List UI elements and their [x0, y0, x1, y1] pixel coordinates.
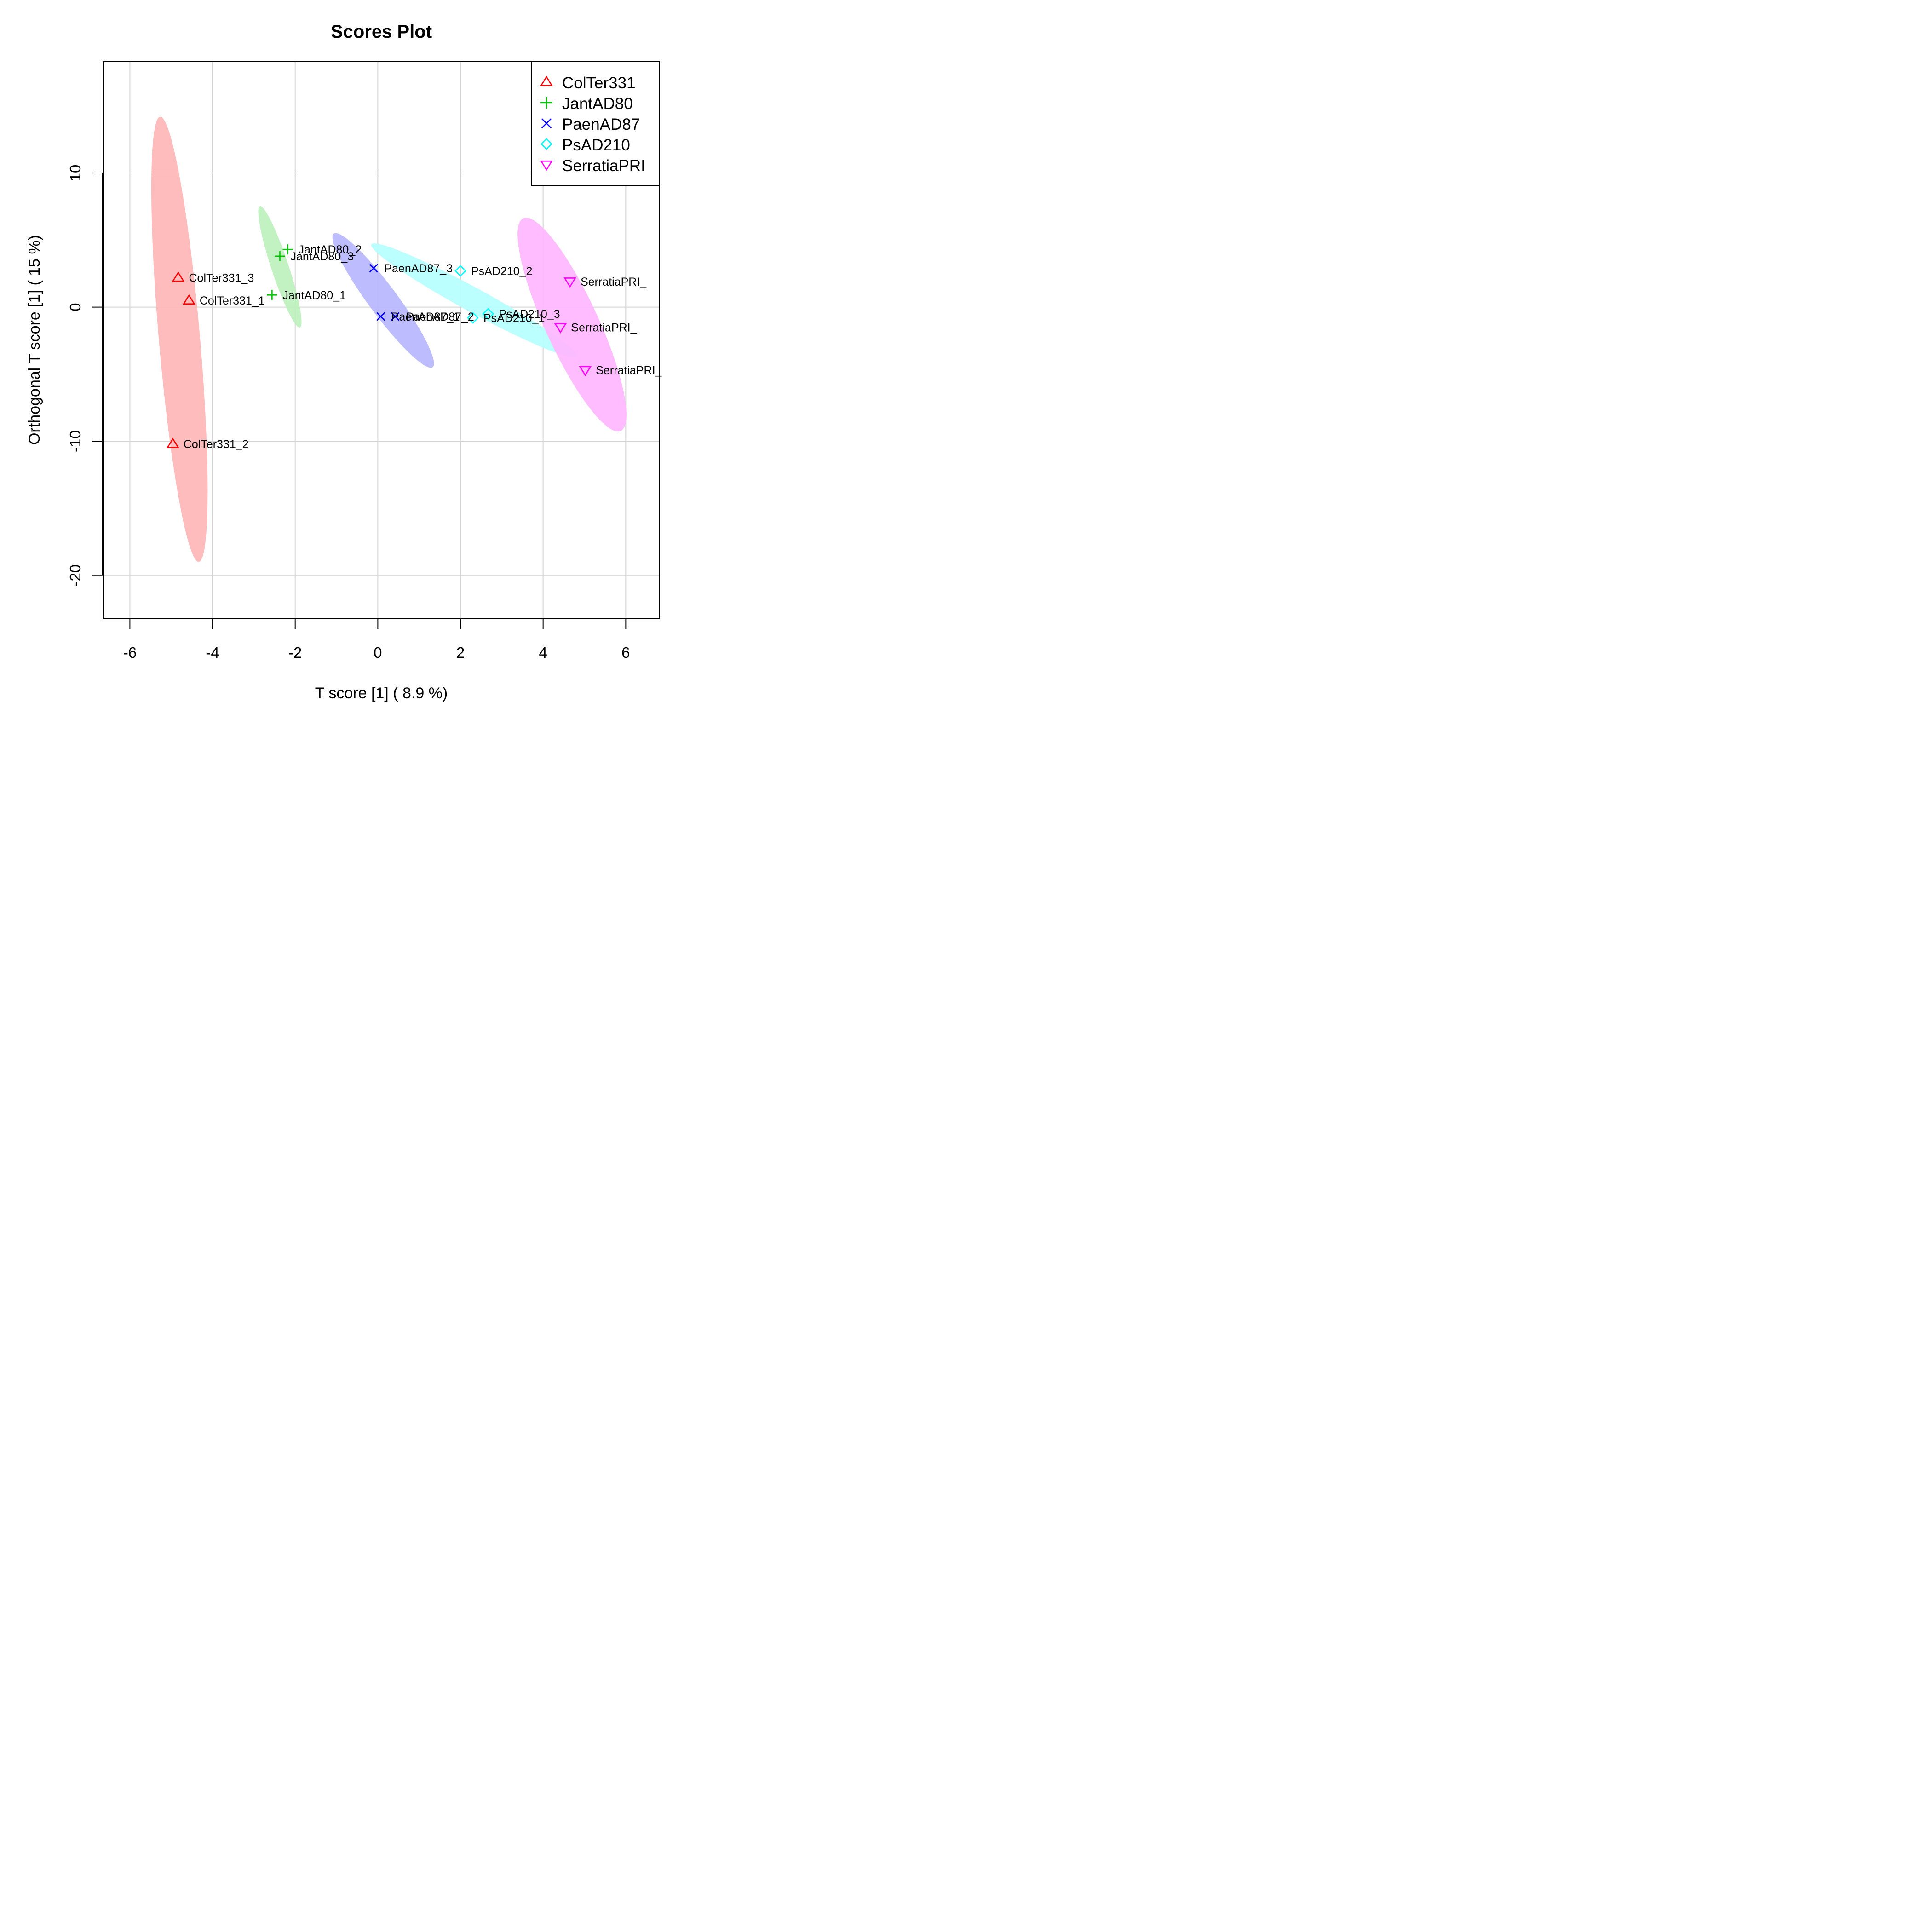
y-tick-label: -20 — [67, 564, 84, 586]
x-tick-label: -4 — [206, 644, 219, 661]
ellipse-psad210 — [371, 243, 577, 357]
legend-box — [531, 61, 660, 186]
point-label: ColTer331_1 — [200, 294, 265, 307]
x-tick-label: 6 — [621, 644, 630, 661]
point-serratiapri — [564, 277, 576, 288]
x-tick-label: 2 — [456, 644, 465, 661]
legend-marker-jantad80 — [540, 97, 552, 109]
x-tick-label: -6 — [123, 644, 137, 661]
point-label: SerratiaPRI_ — [581, 276, 647, 288]
y-axis-label: Orthogonal T score [1] ( 15 %) — [26, 235, 43, 445]
point-colter331 — [166, 437, 179, 448]
point-label: PsAD210_3 — [499, 308, 560, 321]
point-psad210 — [482, 308, 494, 320]
x-axis-label: T score [1] ( 8.9 %) — [315, 684, 448, 702]
point-label: SerratiaPRI_ — [571, 321, 637, 334]
ellipse-jantad80 — [258, 206, 302, 328]
point-psad210 — [454, 265, 466, 277]
point-serratiapri — [579, 366, 592, 377]
y-tick-label: 10 — [67, 165, 84, 182]
legend-label: SerratiaPRI — [562, 157, 645, 175]
chart-title: Scores Plot — [331, 22, 432, 42]
y-tick-label: 0 — [67, 303, 84, 311]
point-label: PaenAD87_2 — [406, 310, 474, 323]
point-label: PsAD210_1 — [483, 312, 545, 325]
confidence-ellipses — [151, 116, 627, 562]
legend-marker-psad210 — [540, 138, 552, 150]
ellipse-paenad87 — [332, 233, 434, 368]
point-label: JantAD80_1 — [282, 289, 346, 302]
point-label: ColTer331_2 — [184, 438, 249, 451]
point-label: JantAD80_3 — [290, 250, 354, 263]
point-label: PaenAD87_1 — [391, 310, 460, 323]
point-label: PsAD210_2 — [471, 265, 532, 278]
point-paenad87 — [376, 312, 385, 321]
legend-marker-paenad87 — [541, 118, 552, 129]
point-jantad80 — [282, 244, 293, 255]
point-paenad87 — [369, 264, 378, 273]
ellipse-colter331 — [151, 116, 208, 562]
y-axis: -20 -10 0 10 — [67, 165, 103, 586]
point-labels: ColTer331_1 ColTer331_2 ColTer331_3 JantAD8… — [184, 243, 662, 451]
ellipse-serratiapri — [518, 218, 627, 431]
point-colter331 — [182, 294, 196, 305]
y-tick-label: -10 — [67, 430, 84, 452]
point-label: JantAD80_2 — [299, 243, 362, 256]
legend: ColTer331 JantAD80 PaenAD87 PsAD210 Serratia… — [531, 61, 660, 186]
point-jantad80 — [275, 251, 285, 261]
legend-label: PsAD210 — [562, 136, 630, 154]
legend-marker-colter331 — [540, 75, 553, 86]
point-colter331 — [172, 271, 185, 282]
x-tick-label: -2 — [288, 644, 302, 661]
point-label: SerratiaPRI_ — [596, 364, 662, 377]
point-psad210 — [467, 312, 479, 324]
point-serratiapri — [554, 323, 567, 334]
legend-marker-serratiapri — [540, 160, 553, 171]
data-points — [166, 244, 592, 448]
legend-label: ColTer331 — [562, 74, 636, 92]
x-tick-label: 0 — [374, 644, 382, 661]
legend-label: PaenAD87 — [562, 115, 640, 133]
point-label: PaenAD87_3 — [384, 262, 453, 275]
scores-plot-chart: Scores Plot ColTer331_1ColTer331_2ColTer… — [0, 0, 714, 714]
x-tick-label: 4 — [539, 644, 547, 661]
point-paenad87 — [391, 312, 400, 321]
legend-label: JantAD80 — [562, 95, 633, 113]
point-label: ColTer331_3 — [189, 271, 254, 284]
x-axis: -6 -4 -2 0 2 4 6 — [123, 618, 630, 661]
point-jantad80 — [267, 290, 277, 300]
